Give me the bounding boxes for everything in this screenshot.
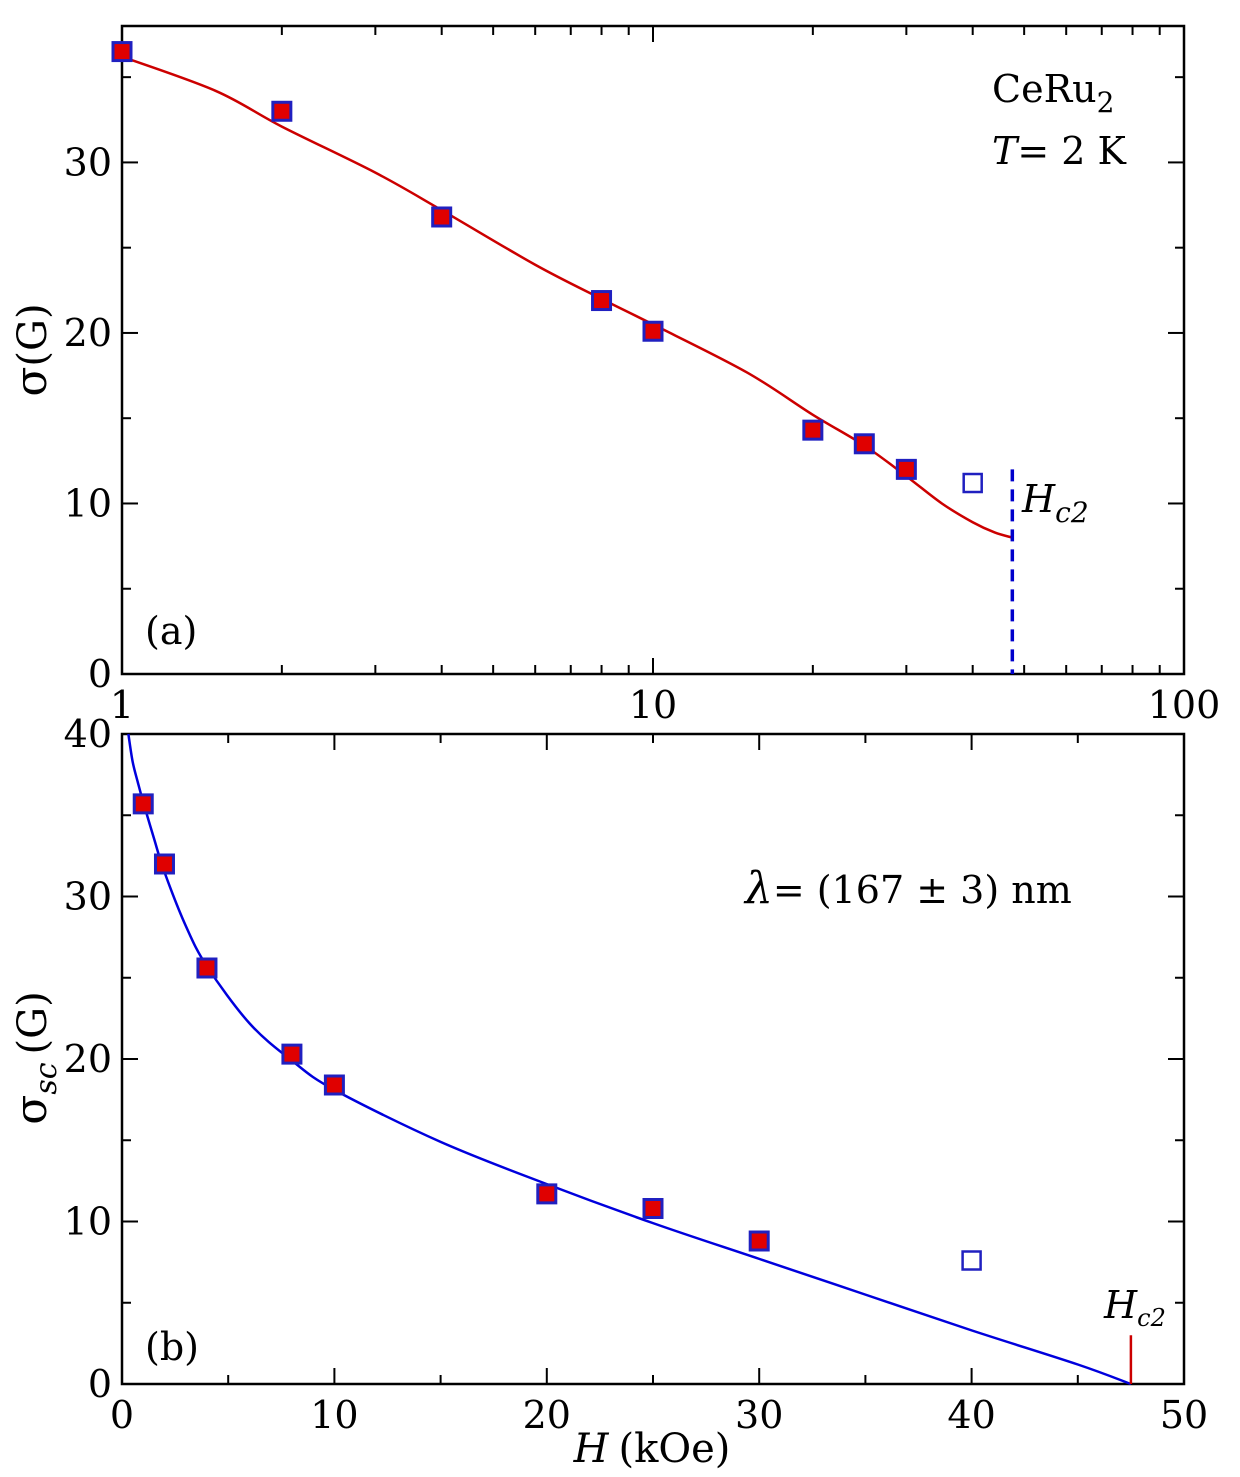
data-point-open	[962, 472, 983, 494]
panel-a-ticks	[121, 26, 1185, 675]
panel-b-frame	[120, 732, 1186, 1386]
data-point-filled	[132, 793, 154, 815]
data-point-filled	[323, 1074, 345, 1096]
x-tick-label: 20	[523, 1393, 571, 1437]
x-tick-label: 30	[735, 1393, 783, 1437]
panel-a-data-points	[111, 41, 983, 494]
data-point-filled	[895, 458, 917, 480]
x-tick-label: 1	[110, 683, 134, 727]
data-point-filled	[642, 1198, 664, 1219]
panel-b-lambda-label: λ= (167 ± 3) nm	[743, 863, 1072, 914]
panel-a-temperature-label: T= 2 K	[992, 129, 1127, 173]
data-point-filled	[591, 290, 613, 312]
y-tick-label: 20	[64, 311, 112, 355]
panel-a-hc2-label: Hc2	[1021, 477, 1089, 529]
x-tick-label: 10	[310, 1393, 358, 1437]
y-tick-label: 40	[64, 712, 112, 756]
y-tick-label: 0	[88, 1362, 112, 1406]
panel-a-y-axis-label: σ(G)	[6, 303, 57, 396]
y-tick-label: 10	[64, 1200, 112, 1244]
data-point-filled	[536, 1183, 558, 1205]
data-point-filled	[271, 100, 293, 122]
panel-a-fit-curve	[121, 55, 1013, 539]
x-tick-label: 100	[1148, 683, 1221, 727]
x-tick-label: 40	[947, 1393, 995, 1437]
panel-b: 0 10 20 30 40 50 0 10 20 30 40 λ= (167 ± 3) nm Hc2…	[6, 712, 1208, 1472]
panel-b-ticks	[121, 733, 1185, 1385]
panel-a-compound-label: CeRu2	[992, 67, 1114, 119]
data-point-filled	[281, 1043, 303, 1065]
y-tick-label: 0	[88, 652, 112, 696]
panel-b-panel-label: (b)	[145, 1325, 199, 1369]
y-tick-label: 30	[64, 140, 112, 184]
y-tick-label: 20	[64, 1037, 112, 1081]
x-tick-label: 10	[629, 683, 677, 727]
data-point-filled	[196, 957, 218, 979]
panel-b-hc2-label: Hc2	[1103, 1283, 1166, 1332]
data-point-open	[961, 1250, 982, 1271]
data-point-filled	[111, 41, 133, 63]
panel-b-y-axis-label: σsc(G)	[6, 991, 64, 1124]
data-point-filled	[853, 433, 875, 455]
y-tick-label: 10	[64, 481, 112, 525]
panel-b-x-axis-label: H (kOe)	[573, 1426, 731, 1472]
panel-b-tick-labels: 0 10 20 30 40 50 0 10 20 30 40	[64, 712, 1209, 1437]
x-tick-label: 0	[110, 1393, 134, 1437]
panel-a: 1 10 100 0 10 20 30 CeRu2 T= 2 K Hc2 (a) σ(G)	[6, 24, 1221, 727]
data-point-filled	[748, 1230, 770, 1252]
panel-b-data-points	[132, 793, 982, 1271]
data-point-filled	[153, 853, 175, 875]
panel-a-frame	[120, 24, 1186, 676]
data-point-filled	[802, 419, 824, 441]
data-point-filled	[642, 320, 664, 342]
panel-a-tick-labels: 1 10 100 0 10 20 30	[64, 140, 1221, 727]
x-tick-label: 50	[1160, 1393, 1208, 1437]
y-tick-label: 30	[64, 875, 112, 919]
panel-a-panel-label: (a)	[145, 609, 197, 653]
data-point-filled	[431, 206, 453, 228]
panel-b-fit-curve	[127, 733, 1132, 1386]
